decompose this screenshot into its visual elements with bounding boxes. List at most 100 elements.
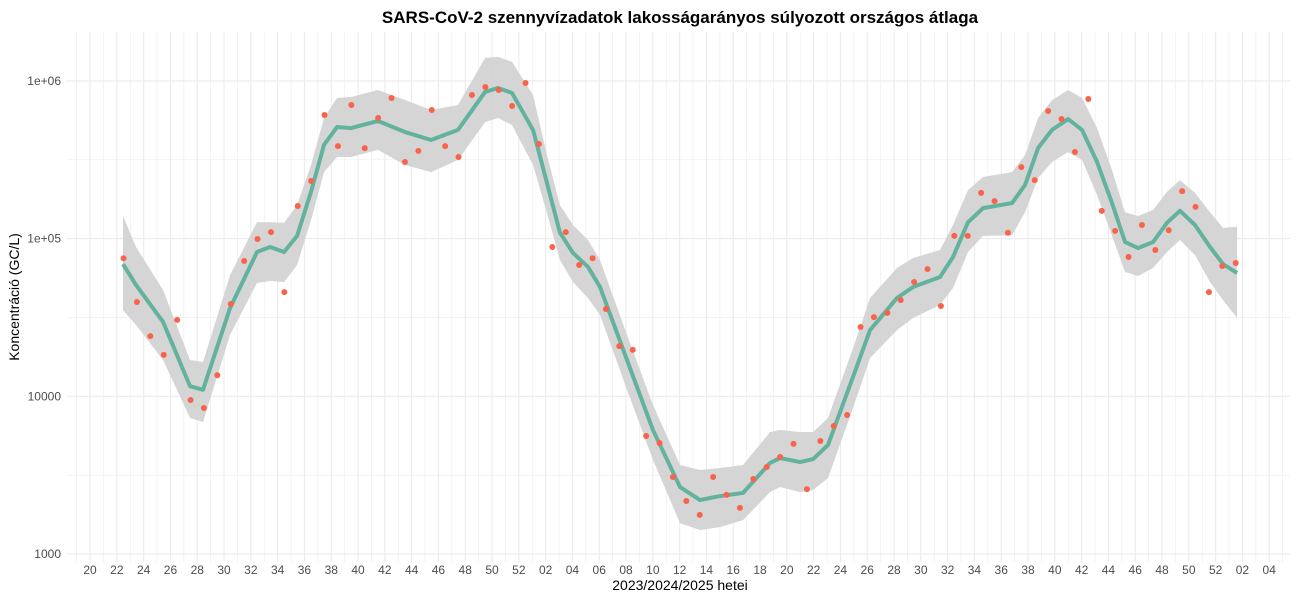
x-tick-label: 50 [1182, 563, 1196, 577]
data-point [844, 412, 851, 419]
x-tick-label: 34 [968, 563, 982, 577]
data-point [643, 433, 650, 440]
data-point [334, 143, 341, 150]
x-tick-label: 10 [646, 563, 660, 577]
data-point [522, 79, 529, 86]
data-point [227, 300, 234, 307]
data-point [602, 305, 609, 312]
x-tick-label: 20 [83, 563, 97, 577]
x-tick-label: 48 [1155, 563, 1169, 577]
data-point [428, 106, 435, 113]
data-point [951, 232, 958, 239]
data-point [710, 473, 717, 480]
data-point [348, 102, 355, 109]
x-tick-label: 48 [459, 563, 473, 577]
y-tick-label: 10000 [28, 389, 62, 403]
data-points-group [120, 79, 1239, 518]
data-point [924, 266, 931, 273]
data-point [1152, 246, 1159, 253]
x-tick-label: 44 [405, 563, 419, 577]
x-tick-label: 28 [887, 563, 901, 577]
x-tick-label: 02 [1236, 563, 1250, 577]
x-tick-label: 22 [807, 563, 821, 577]
data-point [750, 476, 757, 483]
data-point [978, 189, 985, 196]
data-point [241, 258, 248, 265]
data-point [964, 232, 971, 239]
data-point [803, 486, 810, 493]
data-point [1004, 229, 1011, 236]
data-point [1031, 177, 1038, 184]
data-point [535, 140, 542, 147]
data-point [870, 314, 877, 321]
data-point [991, 198, 998, 205]
data-point [562, 229, 569, 236]
x-tick-label: 04 [566, 563, 580, 577]
data-point [723, 491, 730, 498]
data-point [616, 343, 623, 350]
x-tick-label: 08 [619, 563, 633, 577]
data-point [308, 177, 315, 184]
data-point [509, 103, 516, 110]
x-tick-label: 50 [485, 563, 499, 577]
x-tick-label: 30 [217, 563, 231, 577]
data-point [1018, 164, 1025, 171]
chart-title: SARS-CoV-2 szennyvízadatok lakosságarány… [382, 8, 979, 27]
x-tick-label: 52 [512, 563, 526, 577]
x-tick-label: 38 [325, 563, 339, 577]
data-point [1098, 207, 1105, 214]
data-point [790, 440, 797, 447]
data-point [254, 236, 261, 243]
data-point [160, 351, 167, 358]
data-point [495, 87, 502, 94]
x-tick-label: 42 [1075, 563, 1089, 577]
x-tick-labels: 20 22 24 26 28 30 32 34 36 38 40 42 44 46 48 50 52 02 04 06… [83, 563, 1276, 577]
data-point [267, 229, 274, 236]
x-tick-label: 04 [1263, 563, 1277, 577]
data-point [763, 464, 770, 471]
data-point [1219, 263, 1226, 270]
x-tick-label: 24 [137, 563, 151, 577]
x-tick-label: 46 [432, 563, 446, 577]
x-tick-label: 38 [1021, 563, 1035, 577]
data-point [1112, 227, 1119, 234]
data-point [1058, 116, 1065, 123]
data-point [147, 333, 154, 340]
smooth-line-group [121, 85, 1239, 503]
x-tick-label: 32 [244, 563, 258, 577]
x-tick-label: 16 [727, 563, 741, 577]
y-axis-label: Koncentráció (GC/L) [6, 233, 22, 361]
x-tick-label: 40 [351, 563, 365, 577]
x-tick-label: 46 [1129, 563, 1143, 577]
data-point [937, 302, 944, 309]
data-point [696, 511, 703, 518]
x-tick-label: 24 [834, 563, 848, 577]
x-tick-label: 36 [298, 563, 312, 577]
data-point [281, 289, 288, 296]
data-point [468, 91, 475, 98]
data-point [589, 255, 596, 262]
data-point [1205, 289, 1212, 296]
x-tick-label: 40 [1048, 563, 1062, 577]
x-tick-label: 14 [700, 563, 714, 577]
data-point [1165, 227, 1172, 234]
data-point [897, 297, 904, 304]
x-tick-label: 34 [271, 563, 285, 577]
x-tick-label: 28 [191, 563, 205, 577]
y-tick-label: 1e+06 [27, 74, 61, 88]
data-point [120, 255, 127, 262]
data-point [1085, 95, 1092, 102]
data-point [415, 147, 422, 154]
x-tick-label: 22 [110, 563, 124, 577]
data-point [1138, 221, 1145, 228]
data-point [576, 262, 583, 269]
data-point [214, 372, 221, 379]
x-tick-label: 52 [1209, 563, 1223, 577]
x-tick-label: 12 [673, 563, 687, 577]
data-point [549, 243, 556, 250]
data-point [482, 83, 489, 90]
data-point [1045, 108, 1052, 115]
data-point [133, 299, 140, 306]
data-point [1125, 254, 1132, 261]
